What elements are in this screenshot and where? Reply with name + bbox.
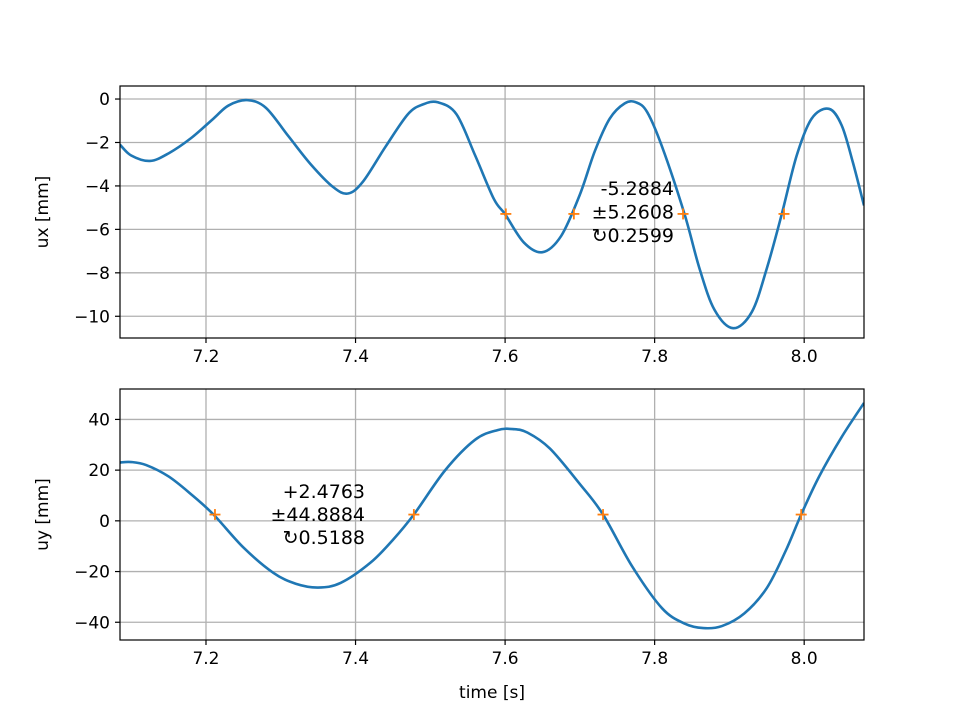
uy-subplot: uy [mm] time [s] +2.4763 ±44.8884 ↻0.518…: [33, 388, 865, 703]
uy-plot-area: [120, 402, 864, 630]
uy-x-tick-label-1: 7.4: [342, 649, 369, 669]
ux-crossing-marker-2: [677, 208, 689, 220]
ux-grid: [120, 86, 864, 338]
uy-crossing-marker-2: [597, 509, 609, 521]
uy-y-tick-label-0: 40: [88, 410, 110, 430]
ux-y-tick-label-5: −10: [74, 307, 110, 327]
ux-annotation-period: ↻0.2599: [592, 225, 674, 247]
uy-x-tick-label-4: 8.0: [791, 649, 818, 669]
uy-y-axis-label: uy [mm]: [33, 478, 53, 551]
uy-x-tick-label-3: 7.8: [641, 649, 668, 669]
uy-y-tick-label-3: −20: [74, 563, 110, 583]
uy-y-tick-label-1: 20: [88, 461, 110, 481]
ux-x-tick-label-1: 7.4: [342, 347, 369, 367]
uy-axes-frame: [119, 388, 865, 641]
ux-axes-frame: [119, 85, 865, 339]
uy-crossing-marker-3: [795, 509, 807, 521]
uy-annotation-amplitude: ±44.8884: [271, 504, 366, 526]
uy-ticks: 7.2 7.4 7.6 7.8 8.0 40 20 0 −20 −40: [74, 410, 818, 669]
ux-plot-area: [120, 98, 864, 330]
ux-y-tick-label-4: −8: [85, 264, 110, 284]
ux-annotation-amplitude: ±5.2608: [592, 202, 674, 224]
ux-crossing-marker-1: [568, 208, 580, 220]
uy-annotation-period: ↻0.5188: [283, 527, 365, 549]
uy-crossing-marker-1: [408, 509, 420, 521]
uy-y-tick-label-2: 0: [99, 512, 110, 532]
ux-y-axis-label: ux [mm]: [33, 176, 53, 249]
ux-annotation-mean: -5.2884: [601, 178, 674, 200]
ux-x-tick-label-4: 8.0: [791, 347, 818, 367]
uy-x-tick-label-0: 7.2: [192, 649, 219, 669]
ux-series-line-0: [120, 98, 864, 330]
uy-x-tick-label-2: 7.6: [492, 649, 519, 669]
ux-y-tick-label-0: 0: [99, 90, 110, 110]
uy-crossing-marker-0: [209, 509, 221, 521]
ux-y-tick-label-1: −2: [85, 133, 110, 153]
ux-x-tick-label-3: 7.8: [641, 347, 668, 367]
ux-crossing-marker-0: [500, 208, 512, 220]
uy-annotation-mean: +2.4763: [283, 481, 365, 503]
ux-crossing-marker-3: [778, 208, 790, 220]
ux-x-tick-label-0: 7.2: [192, 347, 219, 367]
ux-x-tick-label-2: 7.6: [492, 347, 519, 367]
uy-y-tick-label-4: −40: [74, 613, 110, 633]
ux-subplot: ux [mm] -5.2884 ±5.2608 ↻0.2599 7.2 7.4 7.…: [33, 85, 865, 367]
uy-series-line-0: [120, 402, 864, 630]
ux-y-tick-label-2: −4: [85, 177, 110, 197]
uy-x-axis-label: time [s]: [459, 683, 525, 703]
ux-ticks: 7.2 7.4 7.6 7.8 8.0 0 −2 −4 −6 −8 −10: [74, 90, 818, 367]
ux-y-tick-label-3: −6: [85, 220, 110, 240]
uy-grid: [120, 389, 864, 640]
